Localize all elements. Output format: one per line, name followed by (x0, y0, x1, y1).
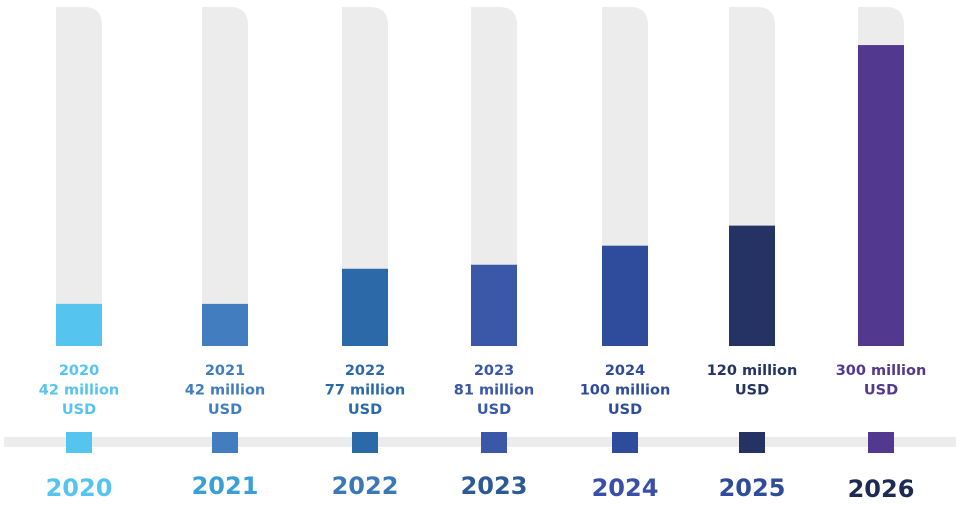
timeline-line (4, 437, 956, 447)
timeline-marker-2023 (481, 432, 507, 453)
timeline-marker-2026 (868, 432, 894, 453)
bars (56, 45, 904, 346)
timeline-marker-2025 (739, 432, 765, 453)
timeline-marker-2022 (352, 432, 378, 453)
year-labels: 2020 2021 2022 2023 2024 2025 2026 (46, 472, 915, 503)
bar-track-2020 (56, 7, 102, 346)
bar-2020 (56, 303, 102, 346)
value-label-2021: 2021 42 million USD (185, 363, 266, 418)
year-label-2021: 2021 (192, 472, 259, 500)
value-label-2022: 2022 77 million USD (325, 363, 406, 418)
value-label-2026: 300 million USD (836, 363, 927, 399)
bar-2024 (602, 245, 648, 346)
timeline-markers (66, 432, 894, 453)
year-label-2024: 2024 (592, 474, 659, 502)
year-label-2020: 2020 (46, 474, 113, 502)
timeline-marker-2021 (212, 432, 238, 453)
bar-2026 (858, 45, 904, 346)
timeline-marker-2024 (612, 432, 638, 453)
value-label-2023: 2023 81 million USD (454, 363, 535, 418)
bar-track-2023 (471, 7, 517, 346)
timeline-marker-2020 (66, 432, 92, 453)
value-label-2020: 2020 42 million USD (39, 363, 120, 418)
year-label-2023: 2023 (461, 472, 528, 500)
year-label-2026: 2026 (848, 475, 915, 503)
bar-2025 (729, 225, 775, 346)
bar-track-2021 (202, 7, 248, 346)
bar-2021 (202, 303, 248, 346)
value-label-2025: 120 million USD (707, 363, 798, 399)
value-label-2024: 2024 100 million USD (580, 363, 671, 418)
bar-track-2022 (342, 7, 388, 346)
bar-2023 (471, 264, 517, 346)
year-label-2022: 2022 (332, 472, 399, 500)
value-labels: 2020 42 million USD 2021 42 million USD 2022 77… (39, 363, 927, 418)
year-label-2025: 2025 (719, 474, 786, 502)
bar-2022 (342, 268, 388, 346)
